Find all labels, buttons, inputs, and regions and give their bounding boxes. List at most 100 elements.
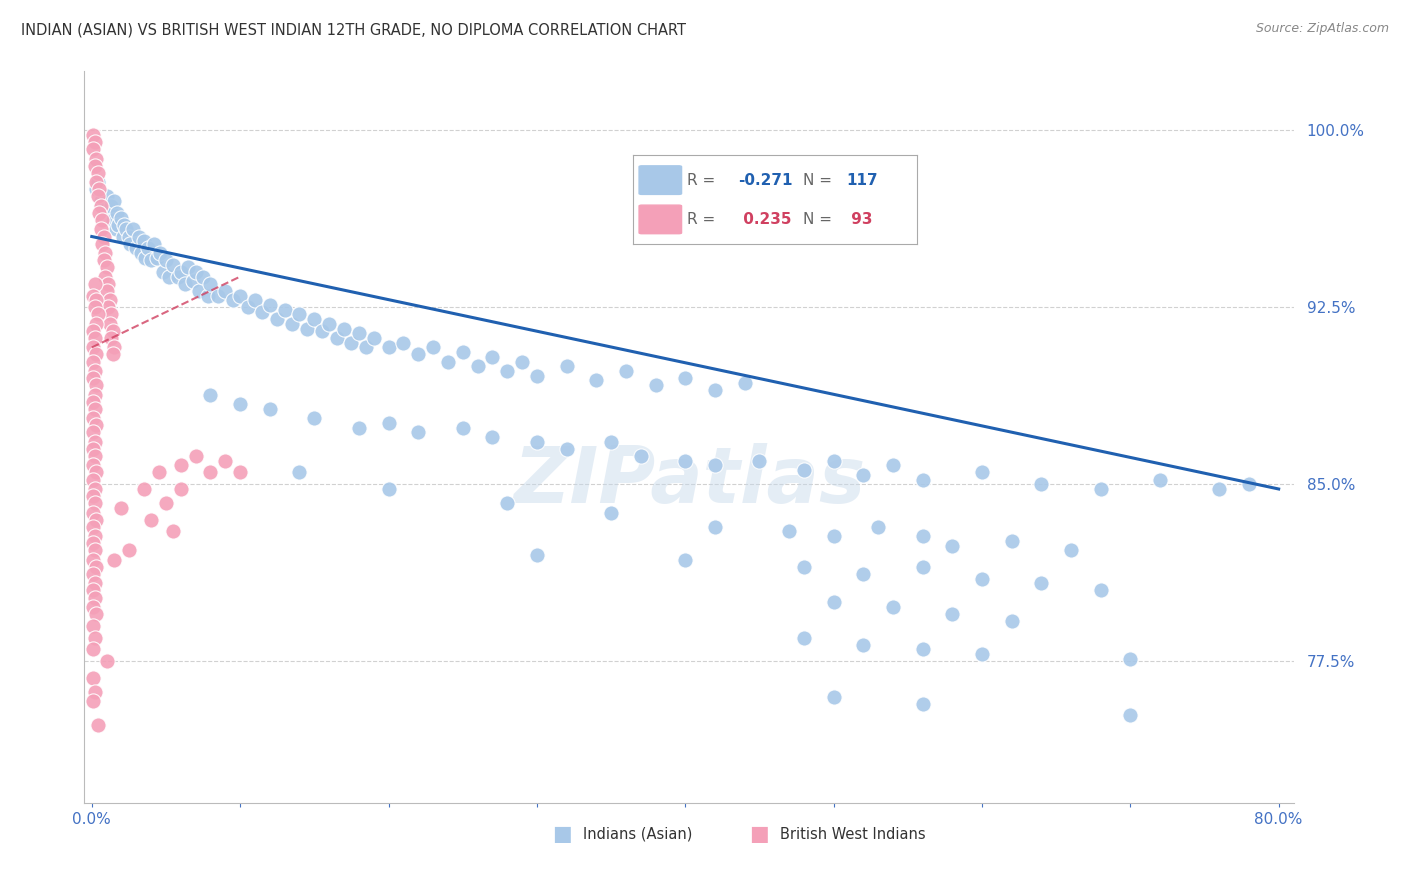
Point: [94, 269, 117, 284]
Point: [734, 376, 756, 390]
Point: [941, 607, 963, 621]
Point: [333, 321, 356, 335]
Point: [125, 241, 148, 255]
Point: [139, 253, 162, 268]
Point: [82, 506, 104, 520]
Point: [377, 340, 399, 354]
Point: [110, 500, 132, 515]
Point: [311, 324, 333, 338]
Point: [98, 317, 121, 331]
Point: [266, 312, 288, 326]
Point: [496, 364, 519, 378]
Point: [911, 473, 934, 487]
Point: [100, 199, 122, 213]
Point: [122, 222, 145, 236]
Point: [96, 260, 118, 275]
Point: [91, 236, 114, 251]
Point: [90, 199, 112, 213]
Point: [115, 222, 138, 236]
Point: [347, 420, 370, 434]
Point: [96, 189, 118, 203]
Point: [89, 182, 111, 196]
Point: [600, 434, 623, 449]
Point: [101, 347, 124, 361]
Point: [82, 671, 104, 685]
Point: [82, 694, 104, 708]
Text: Source: ZipAtlas.com: Source: ZipAtlas.com: [1256, 22, 1389, 36]
Point: [82, 340, 104, 354]
Point: [97, 301, 120, 315]
Point: [852, 467, 875, 482]
Text: N =: N =: [803, 212, 837, 227]
Point: [703, 520, 725, 534]
Point: [555, 442, 578, 456]
Point: [134, 251, 156, 265]
Point: [177, 260, 200, 275]
Point: [166, 269, 188, 284]
Point: [129, 246, 152, 260]
Text: INDIAN (ASIAN) VS BRITISH WEST INDIAN 12TH GRADE, NO DIPLOMA CORRELATION CHART: INDIAN (ASIAN) VS BRITISH WEST INDIAN 12…: [21, 22, 686, 37]
Point: [83, 529, 105, 543]
Point: [614, 364, 637, 378]
Point: [191, 269, 214, 284]
Point: [82, 324, 104, 338]
Point: [83, 135, 105, 149]
Point: [1031, 477, 1053, 491]
Point: [882, 458, 904, 473]
Point: [104, 222, 127, 236]
Point: [84, 418, 107, 433]
Point: [103, 553, 125, 567]
Point: [83, 449, 105, 463]
Point: [86, 166, 108, 180]
Point: [793, 559, 815, 574]
Point: [363, 331, 385, 345]
Point: [630, 449, 652, 463]
Point: [82, 394, 104, 409]
Point: [823, 690, 845, 704]
Point: [93, 253, 115, 268]
Point: [259, 401, 281, 416]
Point: [82, 425, 104, 440]
Point: [229, 288, 252, 302]
Point: [82, 619, 104, 633]
Point: [146, 251, 169, 265]
Point: [89, 206, 111, 220]
Point: [83, 543, 105, 558]
Point: [970, 647, 993, 661]
Point: [82, 583, 104, 598]
Point: [197, 288, 219, 302]
Point: [222, 293, 245, 308]
Point: [852, 638, 875, 652]
Point: [236, 301, 259, 315]
Point: [481, 430, 503, 444]
Point: [970, 466, 993, 480]
Point: [422, 340, 444, 354]
Point: [911, 642, 934, 657]
Point: [174, 277, 197, 291]
Point: [110, 211, 132, 225]
Point: [273, 302, 295, 317]
Point: [132, 482, 155, 496]
Point: [118, 543, 141, 558]
Point: [128, 229, 150, 244]
Point: [852, 566, 875, 581]
Point: [347, 326, 370, 341]
Point: [437, 354, 460, 368]
Point: [82, 371, 104, 385]
Point: [82, 411, 104, 425]
Point: [82, 128, 104, 142]
Point: [451, 420, 474, 434]
Point: [793, 463, 815, 477]
Point: [82, 520, 104, 534]
Point: [1001, 533, 1024, 548]
Point: [86, 307, 108, 321]
Point: [86, 189, 108, 203]
Point: [94, 246, 117, 260]
Point: [84, 152, 107, 166]
Point: [1119, 708, 1142, 723]
Point: [481, 350, 503, 364]
Point: [155, 496, 177, 510]
Point: [1001, 614, 1024, 628]
Point: [86, 718, 108, 732]
Text: -0.271: -0.271: [738, 173, 793, 187]
